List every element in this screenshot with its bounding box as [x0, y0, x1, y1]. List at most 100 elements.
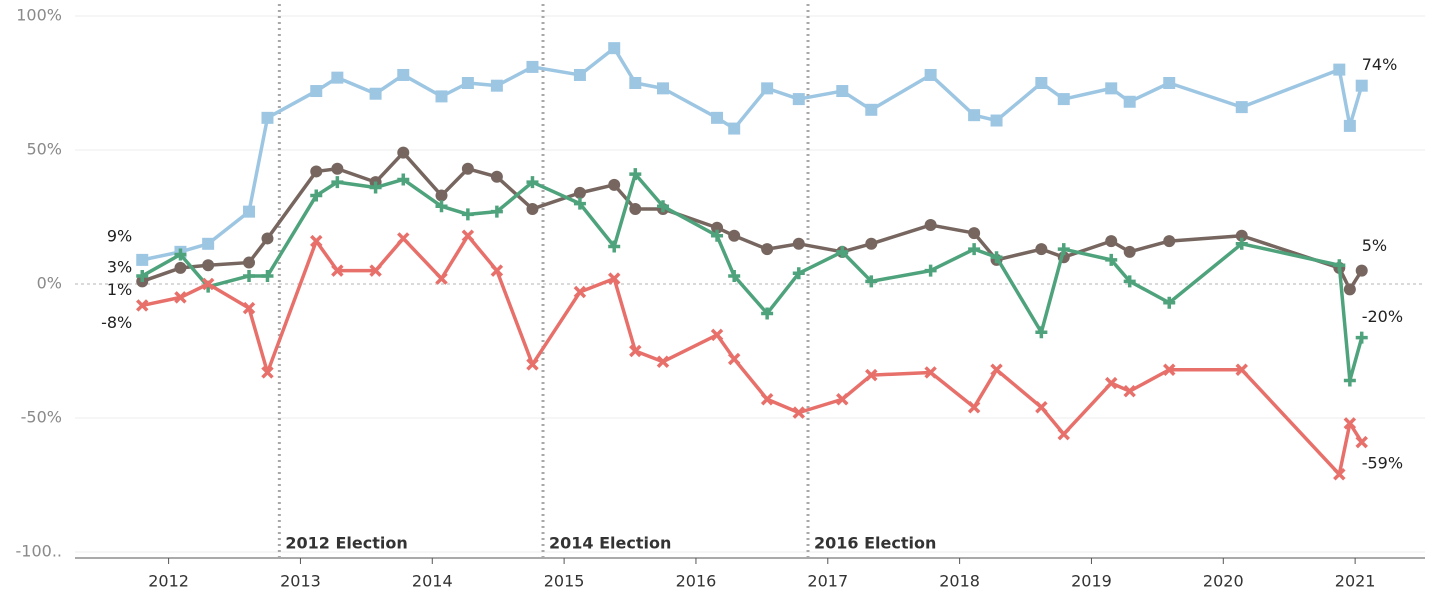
marker-cross: [836, 393, 849, 406]
x-tick-label: 2020: [1203, 572, 1244, 591]
marker-circle: [1355, 264, 1368, 277]
marker-circle: [435, 189, 448, 202]
marker-plus: [608, 240, 621, 253]
y-tick-label: 100%: [16, 6, 62, 25]
marker-cross: [924, 366, 937, 379]
marker-cross: [135, 299, 149, 312]
marker-plus: [1333, 259, 1346, 272]
marker-cross: [369, 264, 382, 277]
x-tick-label: 2019: [1071, 572, 1112, 591]
marker-square: [656, 82, 669, 95]
marker-plus: [629, 168, 642, 181]
y-tick-label: -100..: [16, 542, 62, 561]
marker-circle: [261, 232, 274, 245]
marker-plus: [990, 251, 1003, 264]
marker-cross: [990, 363, 1003, 376]
marker-circle: [243, 256, 256, 269]
marker-circle: [865, 237, 878, 250]
series-line: [141, 172, 1364, 383]
marker-circle: [573, 186, 586, 199]
value-label: 5%: [1362, 236, 1387, 255]
marker-square: [968, 109, 981, 122]
marker-cross: [242, 301, 256, 315]
marker-plus: [573, 197, 586, 210]
marker-square: [1343, 119, 1356, 132]
marker-circle: [310, 165, 323, 178]
marker-cross: [174, 291, 187, 304]
marker-plus: [331, 176, 344, 189]
marker-circle: [968, 227, 981, 240]
marker-cross: [310, 234, 323, 248]
marker-cross: [435, 272, 448, 285]
marker-circle: [629, 202, 642, 215]
marker-plus: [1235, 237, 1248, 250]
marker-plus: [1123, 275, 1136, 288]
marker-plus: [968, 243, 981, 256]
y-tick-label: -50%: [21, 408, 62, 427]
marker-circle: [1105, 235, 1118, 248]
marker-circle: [202, 259, 215, 272]
marker-square: [1235, 101, 1248, 114]
marker-square: [836, 85, 849, 98]
marker-plus: [1355, 331, 1368, 344]
marker-square: [573, 68, 586, 81]
marker-square: [461, 77, 474, 89]
marker-plus: [136, 269, 149, 282]
marker-plus: [761, 307, 774, 320]
value-label: 74%: [1362, 55, 1398, 74]
marker-circle: [490, 170, 503, 183]
marker-plus: [728, 269, 741, 282]
marker-square: [136, 253, 149, 266]
marker-square: [608, 42, 621, 55]
marker-circle: [761, 243, 774, 256]
marker-circle: [792, 237, 805, 250]
series: [136, 146, 1368, 296]
marker-square: [728, 122, 741, 135]
marker-square: [243, 205, 256, 218]
marker-cross: [573, 285, 587, 299]
marker-square: [1123, 95, 1136, 108]
marker-circle: [924, 219, 937, 232]
marker-plus: [526, 176, 539, 189]
marker-square: [435, 90, 448, 103]
series: [136, 168, 1368, 387]
value-label: 3%: [107, 257, 132, 276]
marker-cross: [201, 277, 215, 291]
marker-plus: [490, 205, 503, 218]
marker-square: [490, 79, 503, 92]
marker-cross: [865, 368, 878, 382]
marker-plus: [924, 264, 937, 277]
series-line: [141, 46, 1364, 262]
marker-circle: [1035, 243, 1048, 256]
marker-cross: [1333, 468, 1346, 481]
marker-square: [310, 85, 323, 98]
election-label: 2014 Election: [549, 534, 671, 553]
marker-cross: [1123, 384, 1136, 398]
marker-plus: [792, 267, 805, 280]
marker-plus: [656, 200, 669, 213]
marker-cross: [792, 406, 806, 419]
marker-circle: [728, 229, 741, 242]
marker-cross: [1035, 401, 1048, 414]
marker-square: [331, 71, 344, 84]
value-label: 1%: [107, 280, 132, 299]
y-tick-label: 0%: [37, 274, 62, 293]
marker-square: [792, 93, 805, 106]
marker-plus: [1035, 326, 1048, 339]
marker-square: [761, 82, 774, 95]
marker-cross: [526, 358, 539, 371]
marker-plus: [243, 269, 256, 282]
marker-cross: [1343, 417, 1357, 430]
marker-square: [261, 111, 274, 124]
marker-circle: [1123, 245, 1136, 258]
marker-square: [369, 87, 382, 100]
marker-plus: [435, 200, 448, 213]
x-tick-label: 2016: [676, 572, 717, 591]
election-label: 2016 Election: [814, 534, 936, 553]
series: [135, 229, 1368, 481]
marker-cross: [331, 264, 344, 277]
marker-circle: [397, 146, 410, 159]
marker-circle: [174, 261, 187, 274]
marker-plus: [1105, 253, 1118, 266]
marker-square: [1105, 82, 1118, 95]
